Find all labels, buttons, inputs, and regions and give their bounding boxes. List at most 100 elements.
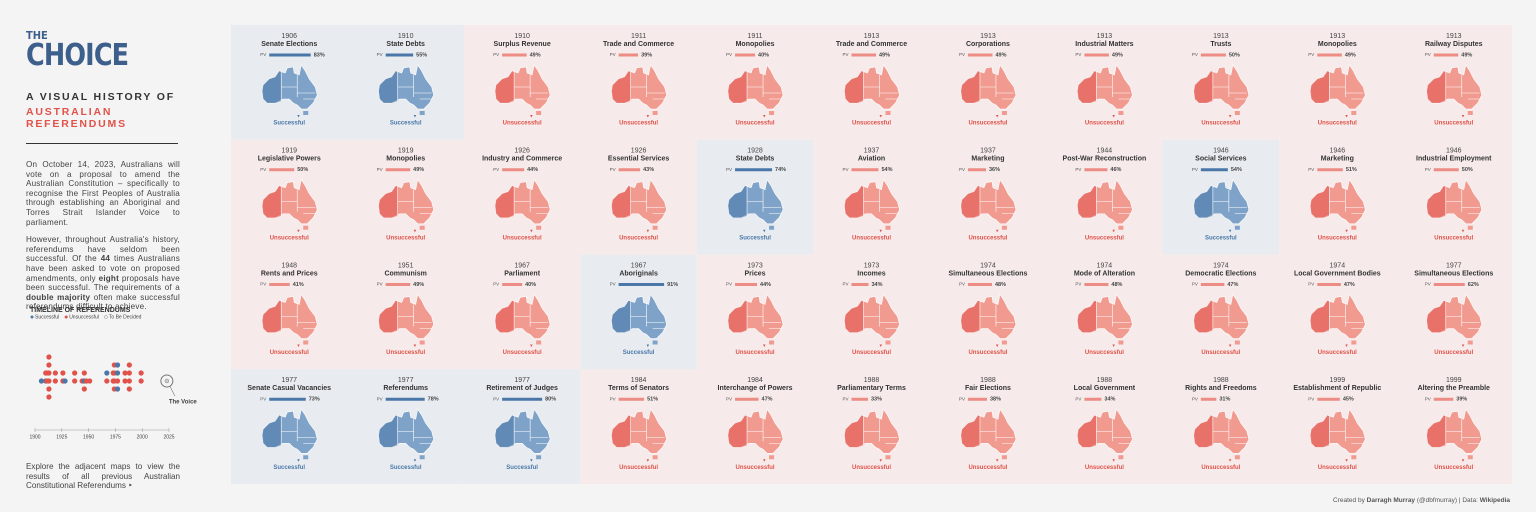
title: Retirement of Judges — [486, 385, 558, 392]
year: 1911 — [748, 33, 763, 40]
borders — [630, 301, 665, 331]
pv-value: 51% — [1346, 167, 1357, 173]
result: Unsuccessful — [270, 235, 309, 241]
state-shade — [1193, 415, 1213, 448]
pv-bar — [618, 168, 641, 172]
year: 1973 — [747, 262, 763, 269]
pv-bar — [618, 283, 665, 286]
tasmania — [419, 340, 425, 345]
pv-label: PV — [959, 282, 965, 287]
pv-label: PV — [493, 282, 499, 287]
timeline-dot — [60, 370, 66, 376]
year: 1928 — [747, 148, 763, 155]
state-map — [611, 293, 667, 345]
state-map — [1310, 178, 1366, 230]
title: Mode of Alteration — [1074, 270, 1135, 277]
pv-label: PV — [260, 167, 266, 172]
state-map — [494, 178, 551, 230]
result: Successful — [623, 350, 655, 356]
pv-bar — [851, 168, 879, 172]
timeline-dot — [46, 354, 52, 360]
borders — [280, 186, 316, 216]
state-map — [1426, 64, 1483, 115]
pv-label: PV — [726, 396, 732, 401]
pv-bar — [618, 53, 639, 57]
result: Unsuccessful — [1318, 235, 1357, 241]
borders — [397, 72, 432, 101]
borders — [979, 301, 1014, 331]
marker — [1228, 459, 1232, 462]
result: Unsuccessful — [619, 235, 658, 241]
state-shade — [1193, 185, 1213, 218]
pv-value: 48% — [995, 282, 1006, 288]
year: 1999 — [1446, 377, 1462, 384]
pv-value: 44% — [760, 282, 771, 288]
pv-value: 49% — [1112, 52, 1123, 58]
tasmania — [303, 225, 309, 230]
paragraph: On October 14, 2023, Australians will vo… — [26, 160, 180, 227]
tasmania — [1351, 225, 1357, 230]
tick-label: 2000 — [137, 434, 148, 440]
timeline-dot — [38, 378, 45, 384]
marker — [1228, 229, 1232, 233]
pv-label: PV — [842, 167, 848, 172]
result: Unsuccessful — [1201, 465, 1240, 471]
tasmania — [1351, 340, 1357, 345]
result: Unsuccessful — [1201, 350, 1240, 356]
marker — [1112, 115, 1115, 118]
state-shade — [1310, 415, 1330, 448]
pv-value: 51% — [647, 397, 658, 403]
pv-bar — [618, 397, 645, 401]
year: 1946 — [1330, 148, 1346, 155]
state-shade — [262, 71, 282, 103]
tasmania — [536, 340, 542, 345]
year: 1951 — [398, 262, 414, 269]
timeline-dot — [52, 378, 58, 384]
result: Unsuccessful — [386, 235, 425, 241]
marker — [1112, 229, 1115, 233]
year: 1911 — [631, 33, 646, 40]
year: 1913 — [1446, 33, 1462, 40]
marker — [1345, 115, 1348, 118]
tasmania — [652, 455, 658, 460]
pv-bar — [851, 53, 876, 57]
tasmania — [1118, 111, 1124, 115]
marker — [995, 344, 999, 347]
pv-bar — [1317, 283, 1341, 286]
state-map — [261, 293, 318, 345]
title: Trade and Commerce — [603, 41, 674, 48]
tasmania — [1118, 340, 1124, 345]
title: Aviation — [858, 156, 885, 163]
pv-value: 50% — [297, 167, 308, 173]
state-map — [261, 64, 318, 115]
pv-bar — [967, 397, 987, 401]
state-shade — [495, 300, 515, 333]
timeline-dot — [46, 378, 52, 384]
state-shade — [960, 185, 980, 218]
timeline-dot — [72, 378, 78, 384]
tasmania — [1234, 111, 1240, 115]
state-shade — [378, 185, 398, 218]
title: Industrial Employment — [1416, 156, 1492, 163]
timeline-dot — [46, 362, 52, 368]
marker — [297, 229, 300, 233]
pv-label: PV — [842, 282, 848, 287]
result: Unsuccessful — [386, 350, 425, 356]
title: Rights and Freedoms — [1185, 385, 1257, 392]
borders — [1445, 72, 1480, 101]
title: Industrial Matters — [1075, 41, 1133, 48]
pending-label: The Voice — [169, 400, 198, 406]
title-small: THE — [26, 29, 48, 42]
intro: On October 14, 2023, Australians will vo… — [26, 160, 180, 312]
pv-bar — [735, 283, 758, 286]
state-shade — [1426, 300, 1446, 333]
tick-label: 1975 — [110, 434, 121, 440]
tasmania — [1467, 225, 1473, 230]
pv-bar — [1084, 53, 1109, 57]
result: Successful — [390, 465, 422, 471]
tasmania — [1351, 455, 1357, 460]
marker — [413, 344, 417, 347]
title: Interchange of Powers — [718, 385, 793, 392]
year: 1977 — [281, 377, 297, 384]
